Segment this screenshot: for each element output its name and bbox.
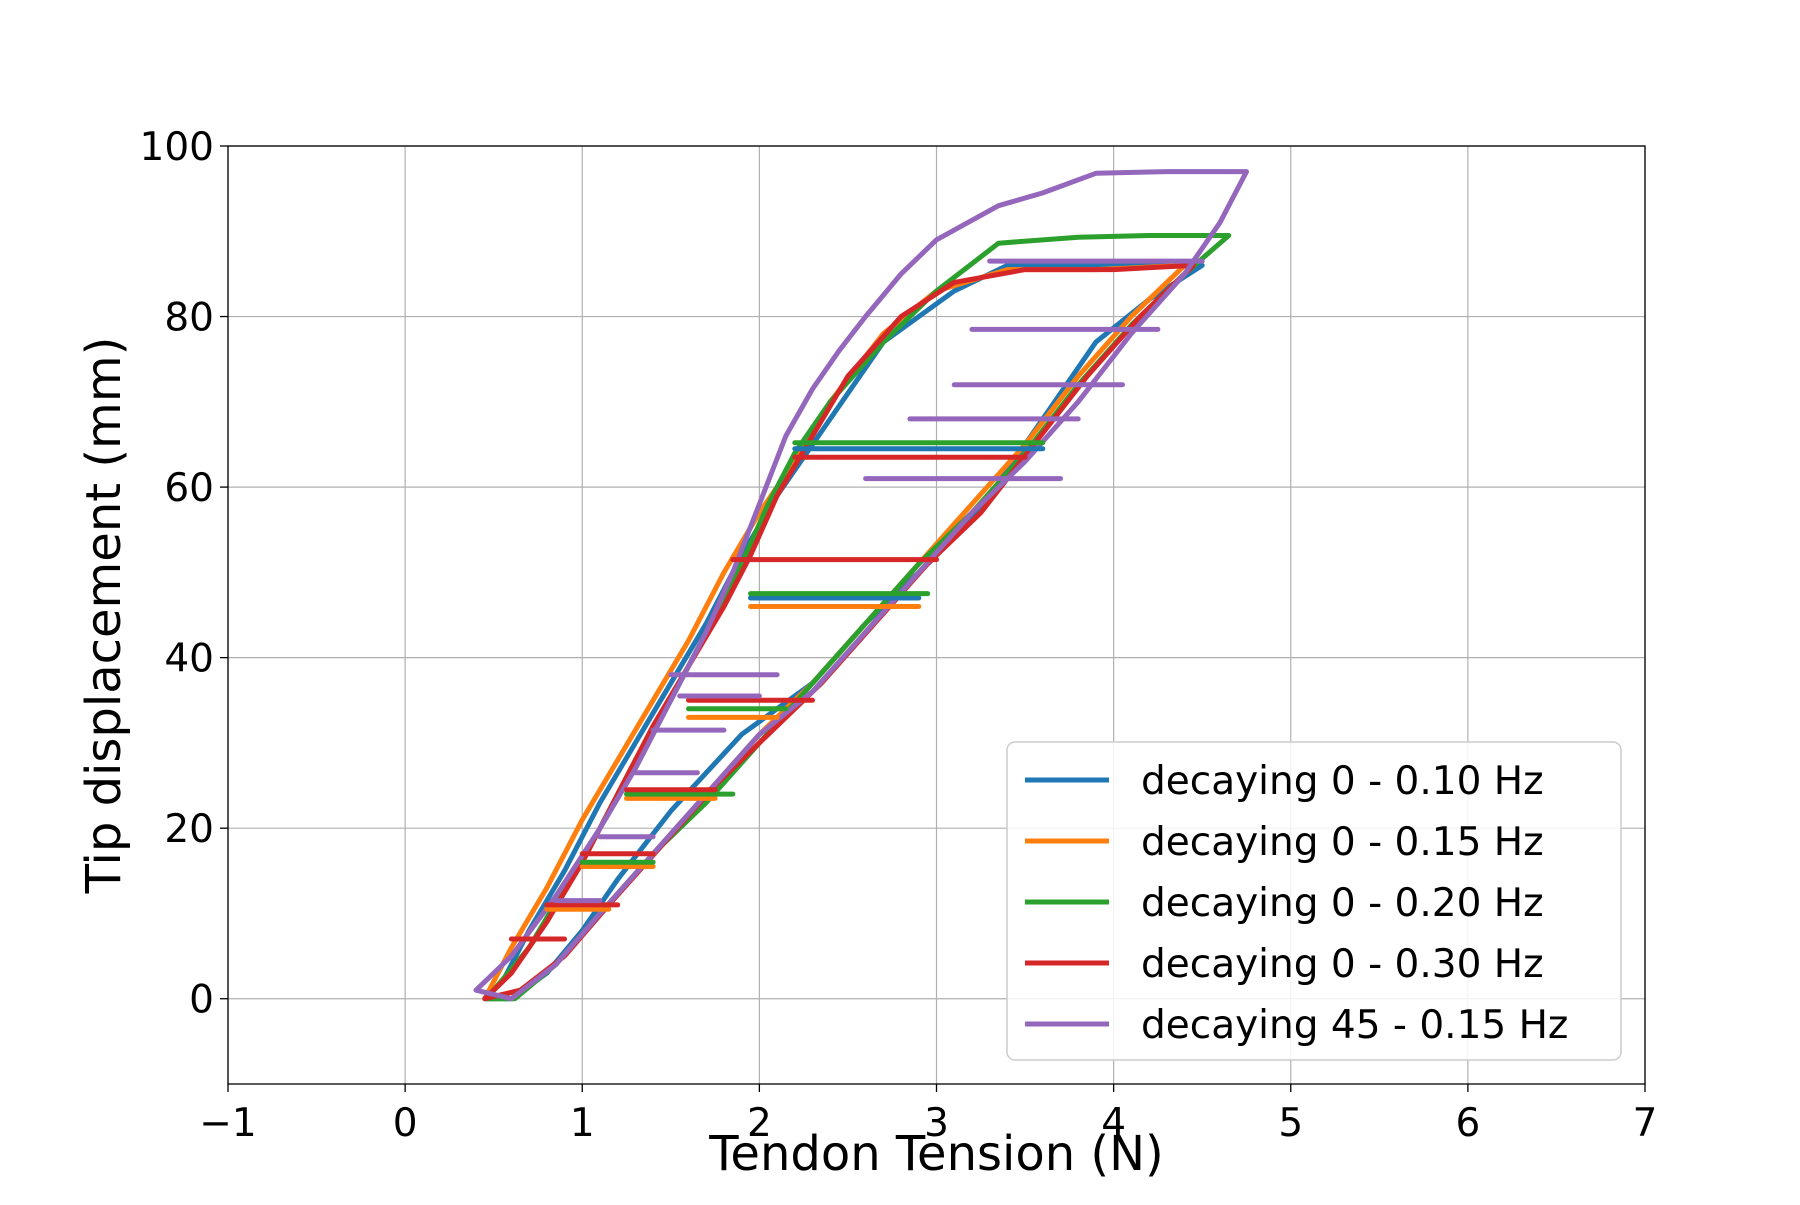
- x-tick-label: 7: [1633, 1101, 1658, 1146]
- legend-box: [1006, 741, 1622, 1061]
- x-tick-label: −1: [199, 1101, 257, 1146]
- x-tick-label: 3: [924, 1101, 949, 1146]
- series-line-5: [473, 169, 1249, 1002]
- series-line-1: [482, 262, 1205, 1002]
- axis-ticks: −1 0 1 2 3 4 5 6 7 0 20 40 60 80 100: [140, 125, 1658, 1146]
- x-tick-label: 1: [570, 1101, 595, 1146]
- legend-entry-label: decaying 0 - 0.10 Hz: [1141, 759, 1544, 804]
- legend: decaying 0 - 0.10 Hz decaying 0 - 0.15 Hz…: [1006, 741, 1622, 1061]
- series-lines: [473, 169, 1249, 1002]
- y-tick-label: 20: [164, 807, 214, 852]
- x-tick-label: 2: [747, 1101, 772, 1146]
- y-tick-label: 60: [164, 466, 214, 511]
- legend-entry-label: decaying 0 - 0.15 Hz: [1141, 820, 1544, 865]
- y-tick-label: 40: [164, 637, 214, 682]
- x-tick-label: 6: [1455, 1101, 1480, 1146]
- y-axis-label: Tip displacement (mm): [76, 337, 132, 895]
- x-tick-label: 0: [393, 1101, 418, 1146]
- legend-entry-label: decaying 45 - 0.15 Hz: [1141, 1003, 1568, 1048]
- legend-entry-label: decaying 0 - 0.30 Hz: [1141, 942, 1544, 987]
- x-tick-label: 5: [1278, 1101, 1303, 1146]
- x-tick-label: 4: [1101, 1101, 1126, 1146]
- x-axis-label: Tendon Tension (N): [708, 1126, 1164, 1182]
- y-tick-label: 80: [164, 296, 214, 341]
- legend-entry-label: decaying 0 - 0.20 Hz: [1141, 881, 1544, 926]
- y-tick-label: 0: [189, 978, 214, 1023]
- y-tick-label: 100: [140, 125, 214, 170]
